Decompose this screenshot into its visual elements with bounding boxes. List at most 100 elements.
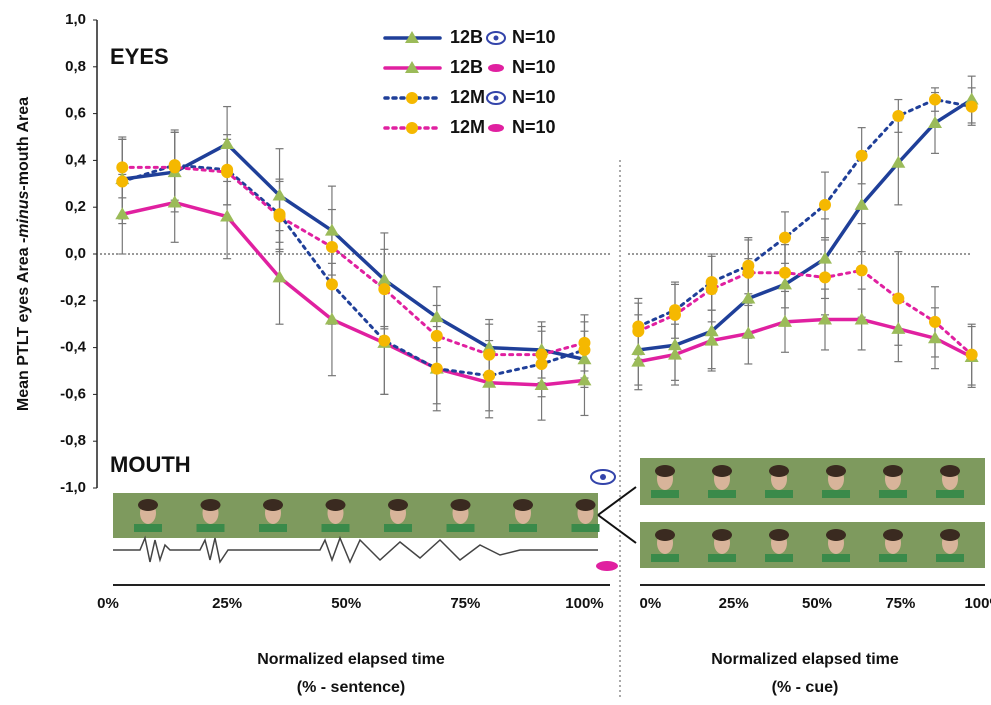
point xyxy=(377,272,392,285)
shoulders xyxy=(321,524,350,532)
annotation: MOUTH xyxy=(110,452,191,477)
point xyxy=(854,312,869,325)
point xyxy=(116,161,129,174)
point xyxy=(534,378,549,391)
point xyxy=(779,266,791,279)
eye-icon xyxy=(600,474,606,480)
shoulders xyxy=(571,524,600,532)
point xyxy=(892,109,905,122)
point xyxy=(325,278,338,291)
shoulders xyxy=(708,490,736,498)
legend-label: 12M xyxy=(450,117,485,137)
y-tick-label: -0,4 xyxy=(60,339,87,356)
hair xyxy=(655,465,675,477)
point xyxy=(272,270,287,283)
shoulders xyxy=(651,490,679,498)
point xyxy=(819,271,831,284)
point xyxy=(965,348,978,361)
shoulders xyxy=(765,554,793,562)
x-tick-label: 75% xyxy=(450,595,480,612)
shoulders xyxy=(708,554,736,562)
shoulders xyxy=(446,524,475,532)
stimuli xyxy=(113,458,985,571)
y-tick-label: -1,0 xyxy=(60,479,86,496)
point xyxy=(168,161,181,174)
point xyxy=(429,310,444,323)
y-axis-label: Mean PTLT eyes Area -minus-mouth Area xyxy=(15,97,32,411)
y-tick-label: 0,8 xyxy=(65,58,86,75)
point xyxy=(220,137,235,150)
point xyxy=(855,264,868,277)
y-tick-label: 0,6 xyxy=(65,105,86,122)
hair xyxy=(325,499,346,511)
point xyxy=(818,251,832,264)
eye-icon xyxy=(493,35,499,41)
point xyxy=(819,198,831,211)
arrow xyxy=(597,514,637,544)
hair xyxy=(883,529,903,541)
point xyxy=(482,375,497,388)
video-strip xyxy=(640,522,985,568)
hair xyxy=(138,499,158,511)
shoulders xyxy=(765,490,793,498)
point xyxy=(891,321,906,334)
point xyxy=(742,266,755,279)
x-tick-label: 0% xyxy=(639,595,661,612)
point xyxy=(378,334,391,347)
x-axis-label: (% - cue) xyxy=(772,679,839,696)
lips-icon xyxy=(596,561,618,571)
hair xyxy=(200,499,221,511)
legend-n: N=10 xyxy=(512,27,556,47)
point xyxy=(577,352,592,365)
shoulders xyxy=(879,554,907,562)
shoulders xyxy=(196,524,225,532)
point xyxy=(430,329,443,342)
legend-n: N=10 xyxy=(512,117,556,137)
y-tick-label: -0,6 xyxy=(60,385,86,402)
y-label-part: Mean PTLT eyes Area - xyxy=(15,238,32,411)
y-tick-label: -0,2 xyxy=(60,292,86,309)
point xyxy=(578,336,591,349)
point xyxy=(854,197,869,210)
point xyxy=(668,347,682,360)
point xyxy=(855,149,868,162)
point xyxy=(704,333,719,346)
eye-icon xyxy=(493,95,499,101)
shoulders xyxy=(879,490,907,498)
point xyxy=(778,314,792,327)
series-line xyxy=(636,97,974,329)
point xyxy=(668,338,682,351)
hair xyxy=(263,499,283,511)
point xyxy=(378,283,391,296)
shoulders xyxy=(936,490,964,498)
x-tick-label: 0% xyxy=(97,595,119,612)
point xyxy=(273,210,286,223)
hair xyxy=(655,529,675,541)
point xyxy=(928,331,942,344)
hair xyxy=(826,465,846,477)
point xyxy=(892,292,905,305)
point xyxy=(405,31,419,43)
point xyxy=(221,166,234,179)
x-tick-label: 50% xyxy=(331,595,361,612)
point xyxy=(778,277,792,290)
point xyxy=(482,340,497,353)
point xyxy=(535,357,548,370)
point xyxy=(632,325,645,338)
lips-icon xyxy=(488,64,504,72)
point xyxy=(325,240,338,253)
point xyxy=(483,369,496,382)
legend-label: 12B xyxy=(450,27,483,47)
point xyxy=(965,100,978,113)
point xyxy=(928,115,942,128)
point xyxy=(779,231,791,244)
hair xyxy=(712,465,732,477)
legend-n: N=10 xyxy=(512,87,556,107)
point xyxy=(964,92,979,105)
shoulders xyxy=(134,524,162,532)
point xyxy=(430,362,443,375)
y-tick-label: 0,2 xyxy=(65,198,86,215)
hair xyxy=(940,465,960,477)
x-axis-label: Normalized elapsed time xyxy=(257,651,445,668)
